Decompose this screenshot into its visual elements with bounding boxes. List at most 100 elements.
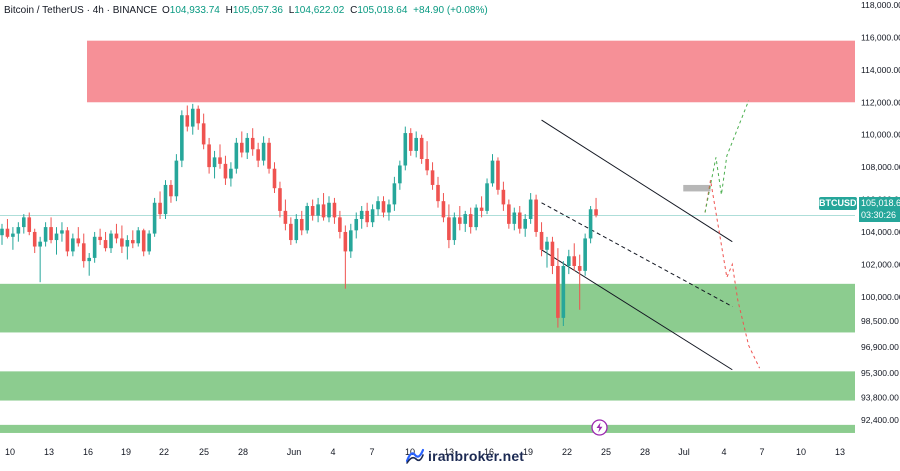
- candle: [550, 236, 555, 275]
- price-tick-label: 92,400.00: [861, 415, 899, 425]
- candle: [408, 128, 413, 156]
- candle-body: [223, 163, 228, 179]
- candle: [588, 206, 593, 244]
- candle-body: [403, 133, 408, 166]
- candle: [534, 194, 538, 237]
- candle: [528, 193, 533, 224]
- candle-body: [294, 218, 299, 241]
- time-tick-label: 4: [330, 447, 335, 457]
- candle-body: [577, 265, 582, 271]
- candle: [294, 214, 299, 244]
- candle-body: [207, 144, 211, 168]
- candle: [27, 212, 32, 236]
- candle: [250, 128, 255, 156]
- candle-body: [71, 238, 75, 252]
- candle: [60, 222, 64, 242]
- candle-body: [594, 209, 598, 216]
- price-tick-label: 93,800.00: [861, 392, 899, 402]
- candle: [577, 254, 582, 310]
- candle: [54, 227, 59, 255]
- candle: [218, 144, 222, 169]
- candle: [223, 155, 228, 185]
- candle: [479, 196, 484, 218]
- candle-body: [408, 133, 413, 151]
- candle-body: [561, 265, 566, 318]
- candle: [572, 243, 577, 271]
- candle-body: [32, 231, 37, 247]
- channel-lower-line[interactable]: [541, 249, 733, 371]
- candle: [321, 193, 326, 221]
- candle-body: [65, 230, 70, 252]
- candle-body: [299, 218, 304, 231]
- candle: [158, 191, 162, 219]
- price-tag-symbol: BTCUSDT: [819, 197, 862, 210]
- candle: [539, 222, 544, 257]
- candle: [452, 212, 457, 245]
- price-tick-label: 100,000.00: [861, 292, 900, 302]
- candle-body: [479, 207, 484, 211]
- price-tag-box: 105,018.64 03:30:26: [859, 197, 900, 222]
- candle-body: [76, 238, 81, 244]
- price-tick-label: 110,000.00: [861, 130, 900, 140]
- candle: [474, 204, 478, 231]
- candle: [436, 176, 440, 208]
- candle: [425, 141, 429, 176]
- candle-body: [507, 204, 511, 224]
- candle-body: [261, 142, 266, 161]
- candle-body: [218, 157, 222, 164]
- candle-body: [60, 230, 64, 234]
- time-tick-label: 25: [601, 447, 611, 457]
- candle-body: [381, 201, 386, 213]
- candle-body: [452, 217, 457, 241]
- time-tick-label: Jun: [287, 447, 302, 457]
- flash-event-icon[interactable]: [591, 419, 608, 436]
- price-tick-label: 114,000.00: [861, 65, 900, 75]
- channel-upper-line[interactable]: [541, 119, 733, 243]
- candle: [0, 223, 4, 245]
- candle-body: [11, 233, 15, 237]
- candle-body: [436, 184, 440, 202]
- candle: [103, 231, 108, 252]
- candle-body: [349, 230, 353, 252]
- candle-body: [501, 189, 506, 205]
- time-tick-label: 7: [369, 447, 374, 457]
- candle: [327, 196, 331, 223]
- candle: [65, 227, 70, 257]
- change-value: +84.90 (+0.08%): [413, 5, 488, 16]
- candle-body: [338, 217, 342, 232]
- candle: [545, 236, 549, 268]
- descending-channel: [541, 119, 733, 371]
- price-tick-label: 104,000.00: [861, 227, 900, 237]
- time-tick-label: 13: [444, 447, 454, 457]
- candle: [5, 218, 10, 239]
- candle-body: [485, 183, 489, 211]
- candle-body: [550, 241, 555, 266]
- candle: [16, 222, 21, 242]
- candle: [316, 197, 320, 223]
- candle: [419, 134, 424, 164]
- candle: [299, 210, 304, 236]
- candle: [267, 137, 271, 174]
- candle-body: [539, 231, 544, 250]
- bullish-projection-path[interactable]: [704, 100, 750, 213]
- channel-middle-line[interactable]: [541, 202, 733, 307]
- candle-body: [425, 159, 429, 171]
- candle: [496, 157, 500, 195]
- symbol-title[interactable]: Bitcoin / TetherUS · 4h · BINANCE: [4, 5, 158, 16]
- candle-body: [316, 204, 320, 216]
- candle-body: [392, 183, 397, 205]
- candle-body: [332, 202, 337, 218]
- time-tick-label: 19: [523, 447, 533, 457]
- candle: [71, 233, 75, 257]
- candle-body: [283, 210, 288, 224]
- candle: [283, 199, 288, 231]
- price-tick-label: 118,000.00: [861, 0, 900, 10]
- price-tick-label: 98,500.00: [861, 316, 899, 326]
- candle: [398, 160, 402, 190]
- target-box[interactable]: [683, 184, 711, 192]
- candle-body: [114, 233, 119, 239]
- candle: [289, 217, 293, 245]
- bearish-projection-path[interactable]: [704, 179, 761, 369]
- candle: [463, 210, 468, 232]
